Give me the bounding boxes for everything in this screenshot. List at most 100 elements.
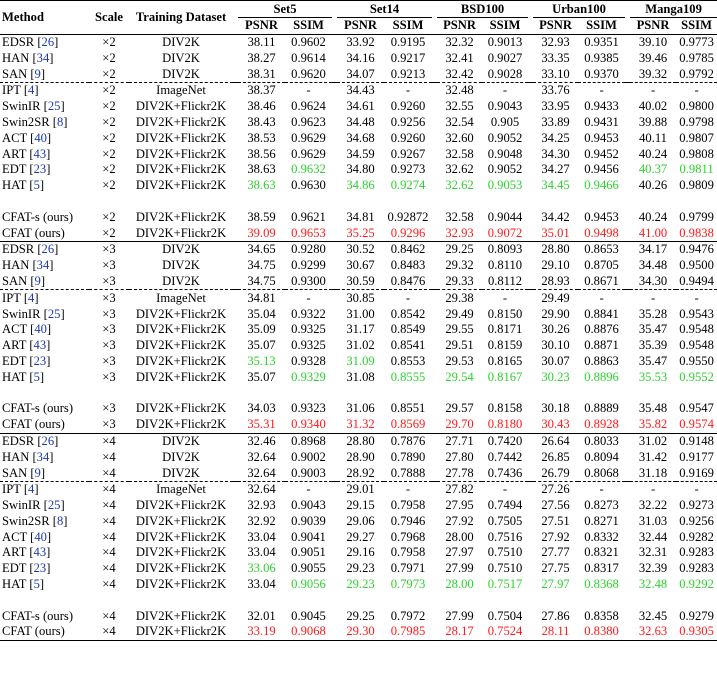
psnr-cell: 32.46 [238, 432, 285, 450]
ssim-cell: 0.9456 [584, 162, 619, 177]
citation-link[interactable]: 4 [28, 83, 35, 98]
ssim-cell: 0.9055 [291, 561, 326, 576]
ssim-cell: 0.7436 [487, 465, 523, 480]
scale-cell: ×4 [102, 608, 116, 623]
ssim-cell: 0.9217 [390, 50, 426, 65]
psnr-header: PSNR [533, 17, 579, 35]
dataset-cell: ImageNet [129, 289, 233, 307]
psnr-cell: 33.10 [541, 66, 570, 81]
ssim-cell: 0.8271 [584, 513, 619, 528]
citation-link[interactable]: 23 [33, 353, 47, 368]
citation-link[interactable]: 43 [33, 545, 47, 560]
ssim-header: SSIM [578, 17, 626, 35]
dataset-cell: DIV2K+Flickr2K [135, 401, 227, 416]
citation-link[interactable]: 43 [33, 146, 47, 161]
psnr-cell: 40.24 [638, 209, 668, 224]
ssim-cell: 0.9629 [291, 146, 326, 161]
psnr-cell: 35.25 [346, 225, 375, 240]
psnr-cell: 34.45 [541, 178, 570, 193]
citation-link[interactable]: 34 [36, 50, 50, 65]
psnr-cell: 29.33 [445, 273, 474, 288]
citation-link[interactable]: 34 [36, 449, 50, 464]
citation-link[interactable]: 9 [34, 465, 41, 480]
ssim-cell: 0.8158 [487, 401, 523, 416]
scale-cell: ×4 [102, 529, 116, 544]
psnr-cell: 28.00 [445, 529, 474, 544]
ssim-cell: 0.9624 [291, 99, 326, 114]
dataset-cell: DIV2K+Flickr2K [135, 162, 227, 177]
table-row: CFAT-s (ours) ×3 DIV2K+Flickr2K 34.03 0.9323… [0, 401, 717, 417]
ssim-cell: 0.9792 [679, 66, 714, 81]
method-cell: HAT [5] [2, 178, 45, 193]
psnr-cell: 29.10 [541, 258, 570, 273]
citation-link[interactable]: 8 [56, 114, 64, 129]
method-cell: HAN [34] [2, 50, 54, 65]
table-row: EDSR [26] ×3 DIV2K 34.65 0.9280 30.52 0.8462 29… [0, 240, 717, 258]
psnr-cell: 29.15 [346, 498, 375, 513]
citation-link[interactable]: 5 [33, 577, 40, 592]
psnr-cell: 29.49 [445, 306, 474, 321]
psnr-cell: 34.65 [238, 240, 285, 258]
ssim-cell: 0.8841 [584, 306, 619, 321]
psnr-cell: 35.31 [247, 417, 276, 432]
table-row: IPT [4] ×4 ImageNet 32.64-29.01-27.82-27.26… [0, 480, 717, 498]
ssim-cell: 0.7524 [482, 624, 529, 641]
citation-link[interactable]: 9 [34, 66, 41, 81]
psnr-cell: 34.48 [346, 114, 375, 129]
citation-link[interactable]: 43 [33, 338, 47, 353]
method-cell: HAN [34] [2, 449, 54, 464]
citation-link[interactable]: 9 [34, 273, 41, 288]
ssim-cell: 0.8110 [487, 258, 523, 273]
citation-link[interactable]: 5 [33, 178, 40, 193]
psnr-cell: 34.75 [247, 258, 276, 273]
psnr-cell: 26.64 [533, 432, 579, 450]
psnr-cell: 32.64 [247, 465, 276, 480]
citation-link[interactable]: 40 [34, 322, 47, 337]
citation-link[interactable]: 4 [28, 482, 35, 497]
citation-link[interactable]: 4 [28, 290, 35, 305]
citation-link[interactable]: 26 [41, 34, 55, 49]
ssim-cell: 0.9283 [679, 561, 714, 576]
psnr-cell: 32.63 [630, 624, 677, 641]
psnr-cell: - [630, 81, 677, 99]
psnr-cell: - [630, 289, 677, 307]
citation-link[interactable]: 5 [33, 369, 40, 384]
psnr-cell: 38.63 [247, 178, 276, 193]
scale-cell: ×2 [102, 162, 116, 177]
psnr-cell: 29.23 [346, 561, 375, 576]
psnr-cell: 28.80 [533, 240, 579, 258]
ssim-cell: - [285, 289, 332, 307]
method-name: SwinIR [2, 99, 41, 114]
ssim-cell: 0.7958 [390, 498, 426, 513]
citation-link[interactable]: 25 [47, 498, 61, 513]
table-row: Swin2SR [8] ×4 DIV2K+Flickr2K 32.92 0.9039 29… [0, 514, 717, 530]
psnr-cell: 27.92 [541, 529, 570, 544]
citation-link[interactable]: 25 [47, 99, 61, 114]
citation-link[interactable]: 40 [34, 130, 47, 145]
scale-cell: ×4 [102, 577, 116, 592]
psnr-cell: 32.64 [238, 480, 285, 498]
ssim-cell: 0.9548 [679, 338, 714, 353]
psnr-cell: 29.54 [445, 369, 474, 384]
citation-link[interactable]: 26 [41, 433, 55, 448]
scale-cell: ×2 [102, 50, 116, 65]
psnr-cell: 31.08 [346, 369, 375, 384]
method-cell: HAN [34] [2, 258, 54, 273]
citation-link[interactable]: 40 [34, 529, 47, 544]
citation-link[interactable]: 23 [33, 561, 47, 576]
ssim-cell: 0.9811 [679, 162, 714, 177]
dataset-cell: DIV2K [129, 432, 233, 450]
ssim-cell: 0.8068 [584, 465, 619, 480]
method-cell: SAN [9] [2, 66, 46, 81]
psnr-cell: 29.25 [346, 608, 375, 623]
psnr-cell: 34.42 [541, 209, 570, 224]
table-row: IPT [4] ×2 ImageNet 38.37-34.43-32.48-33.76… [0, 81, 717, 99]
citation-link[interactable]: 8 [56, 513, 64, 528]
set5-header: Set5 [238, 0, 332, 18]
citation-link[interactable]: 26 [41, 242, 55, 257]
ssim-cell: 0.7968 [390, 529, 426, 544]
citation-link[interactable]: 23 [33, 162, 47, 177]
citation-link[interactable]: 25 [47, 306, 61, 321]
citation-link[interactable]: 34 [36, 258, 50, 273]
scale-cell: ×2 [102, 209, 116, 224]
